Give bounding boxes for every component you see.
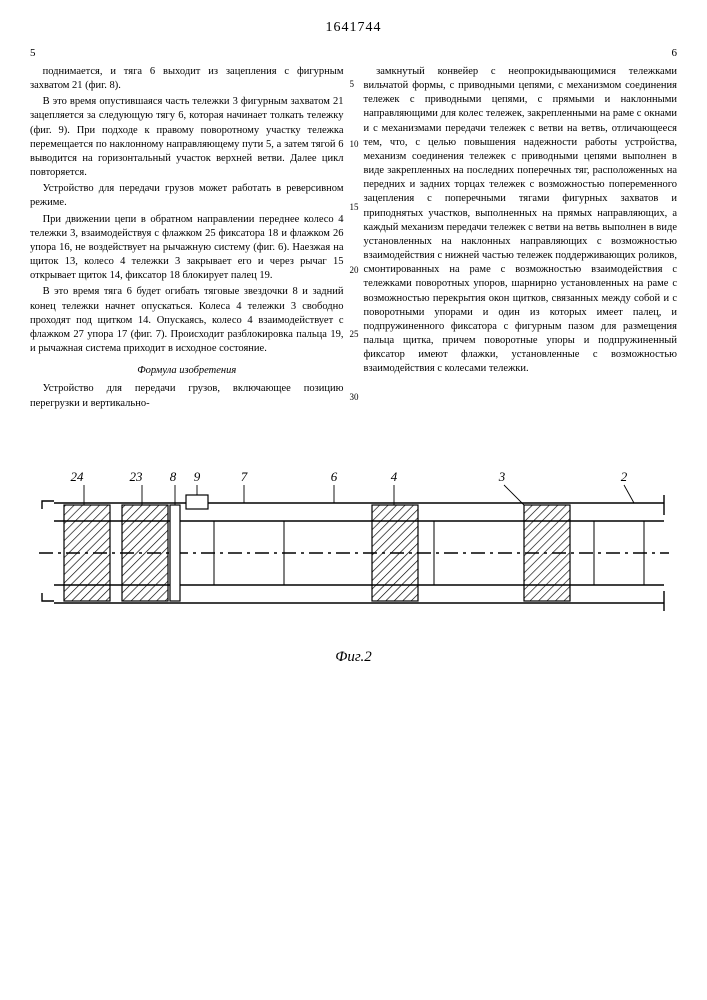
figure-label: 7: [240, 469, 247, 484]
figure-label: 24: [70, 469, 84, 484]
page: 1641744 5 поднимается, и тяга 6 выходит …: [0, 0, 707, 1000]
figure-label: 23: [129, 469, 143, 484]
paragraph: Устройство для передачи грузов, включающ…: [30, 382, 344, 410]
figure-label: 4: [390, 469, 397, 484]
figure-label: 9: [193, 469, 200, 484]
line-marker: 15: [350, 201, 359, 213]
patent-number: 1641744: [30, 20, 677, 36]
line-marker: 25: [350, 328, 359, 340]
line-marker: 10: [350, 138, 359, 150]
paragraph: В это время опустившаяся часть тележки 3…: [30, 95, 344, 180]
figure-label: 6: [330, 469, 337, 484]
line-marker: 30: [350, 391, 359, 403]
formula-title: Формула изобретения: [30, 364, 344, 378]
paragraph: Устройство для передачи грузов может раб…: [30, 182, 344, 210]
paragraph: замкнутый конвейер с неопрокидывающимися…: [364, 65, 678, 377]
paragraph: При движении цепи в обратном направлении…: [30, 213, 344, 284]
paragraph: В это время тяга 6 будет огибать тяговые…: [30, 285, 344, 356]
column-number-right: 6: [364, 46, 678, 61]
figure-svg: 24 23 8 9 7 6 4 3 2: [34, 443, 674, 643]
right-column: 5 10 15 20 25 30 6 замкнутый конвейер с …: [364, 46, 678, 413]
line-number-gutter: 5 10 15 20 25 30: [350, 46, 362, 413]
left-column: 5 поднимается, и тяга 6 выходит из зацеп…: [30, 46, 344, 413]
figure-label: 8: [169, 469, 176, 484]
figure-caption: Фиг.2: [30, 649, 677, 666]
figure-2: 24 23 8 9 7 6 4 3 2 Фиг.2: [30, 443, 677, 666]
paragraph: поднимается, и тяга 6 выходит из зацепле…: [30, 65, 344, 93]
column-number-left: 5: [30, 46, 344, 61]
figure-label: 2: [620, 469, 627, 484]
line-marker: 20: [350, 264, 359, 276]
text-columns: 5 поднимается, и тяга 6 выходит из зацеп…: [30, 46, 677, 413]
line-marker: 5: [350, 78, 355, 90]
figure-label: 3: [497, 469, 505, 484]
